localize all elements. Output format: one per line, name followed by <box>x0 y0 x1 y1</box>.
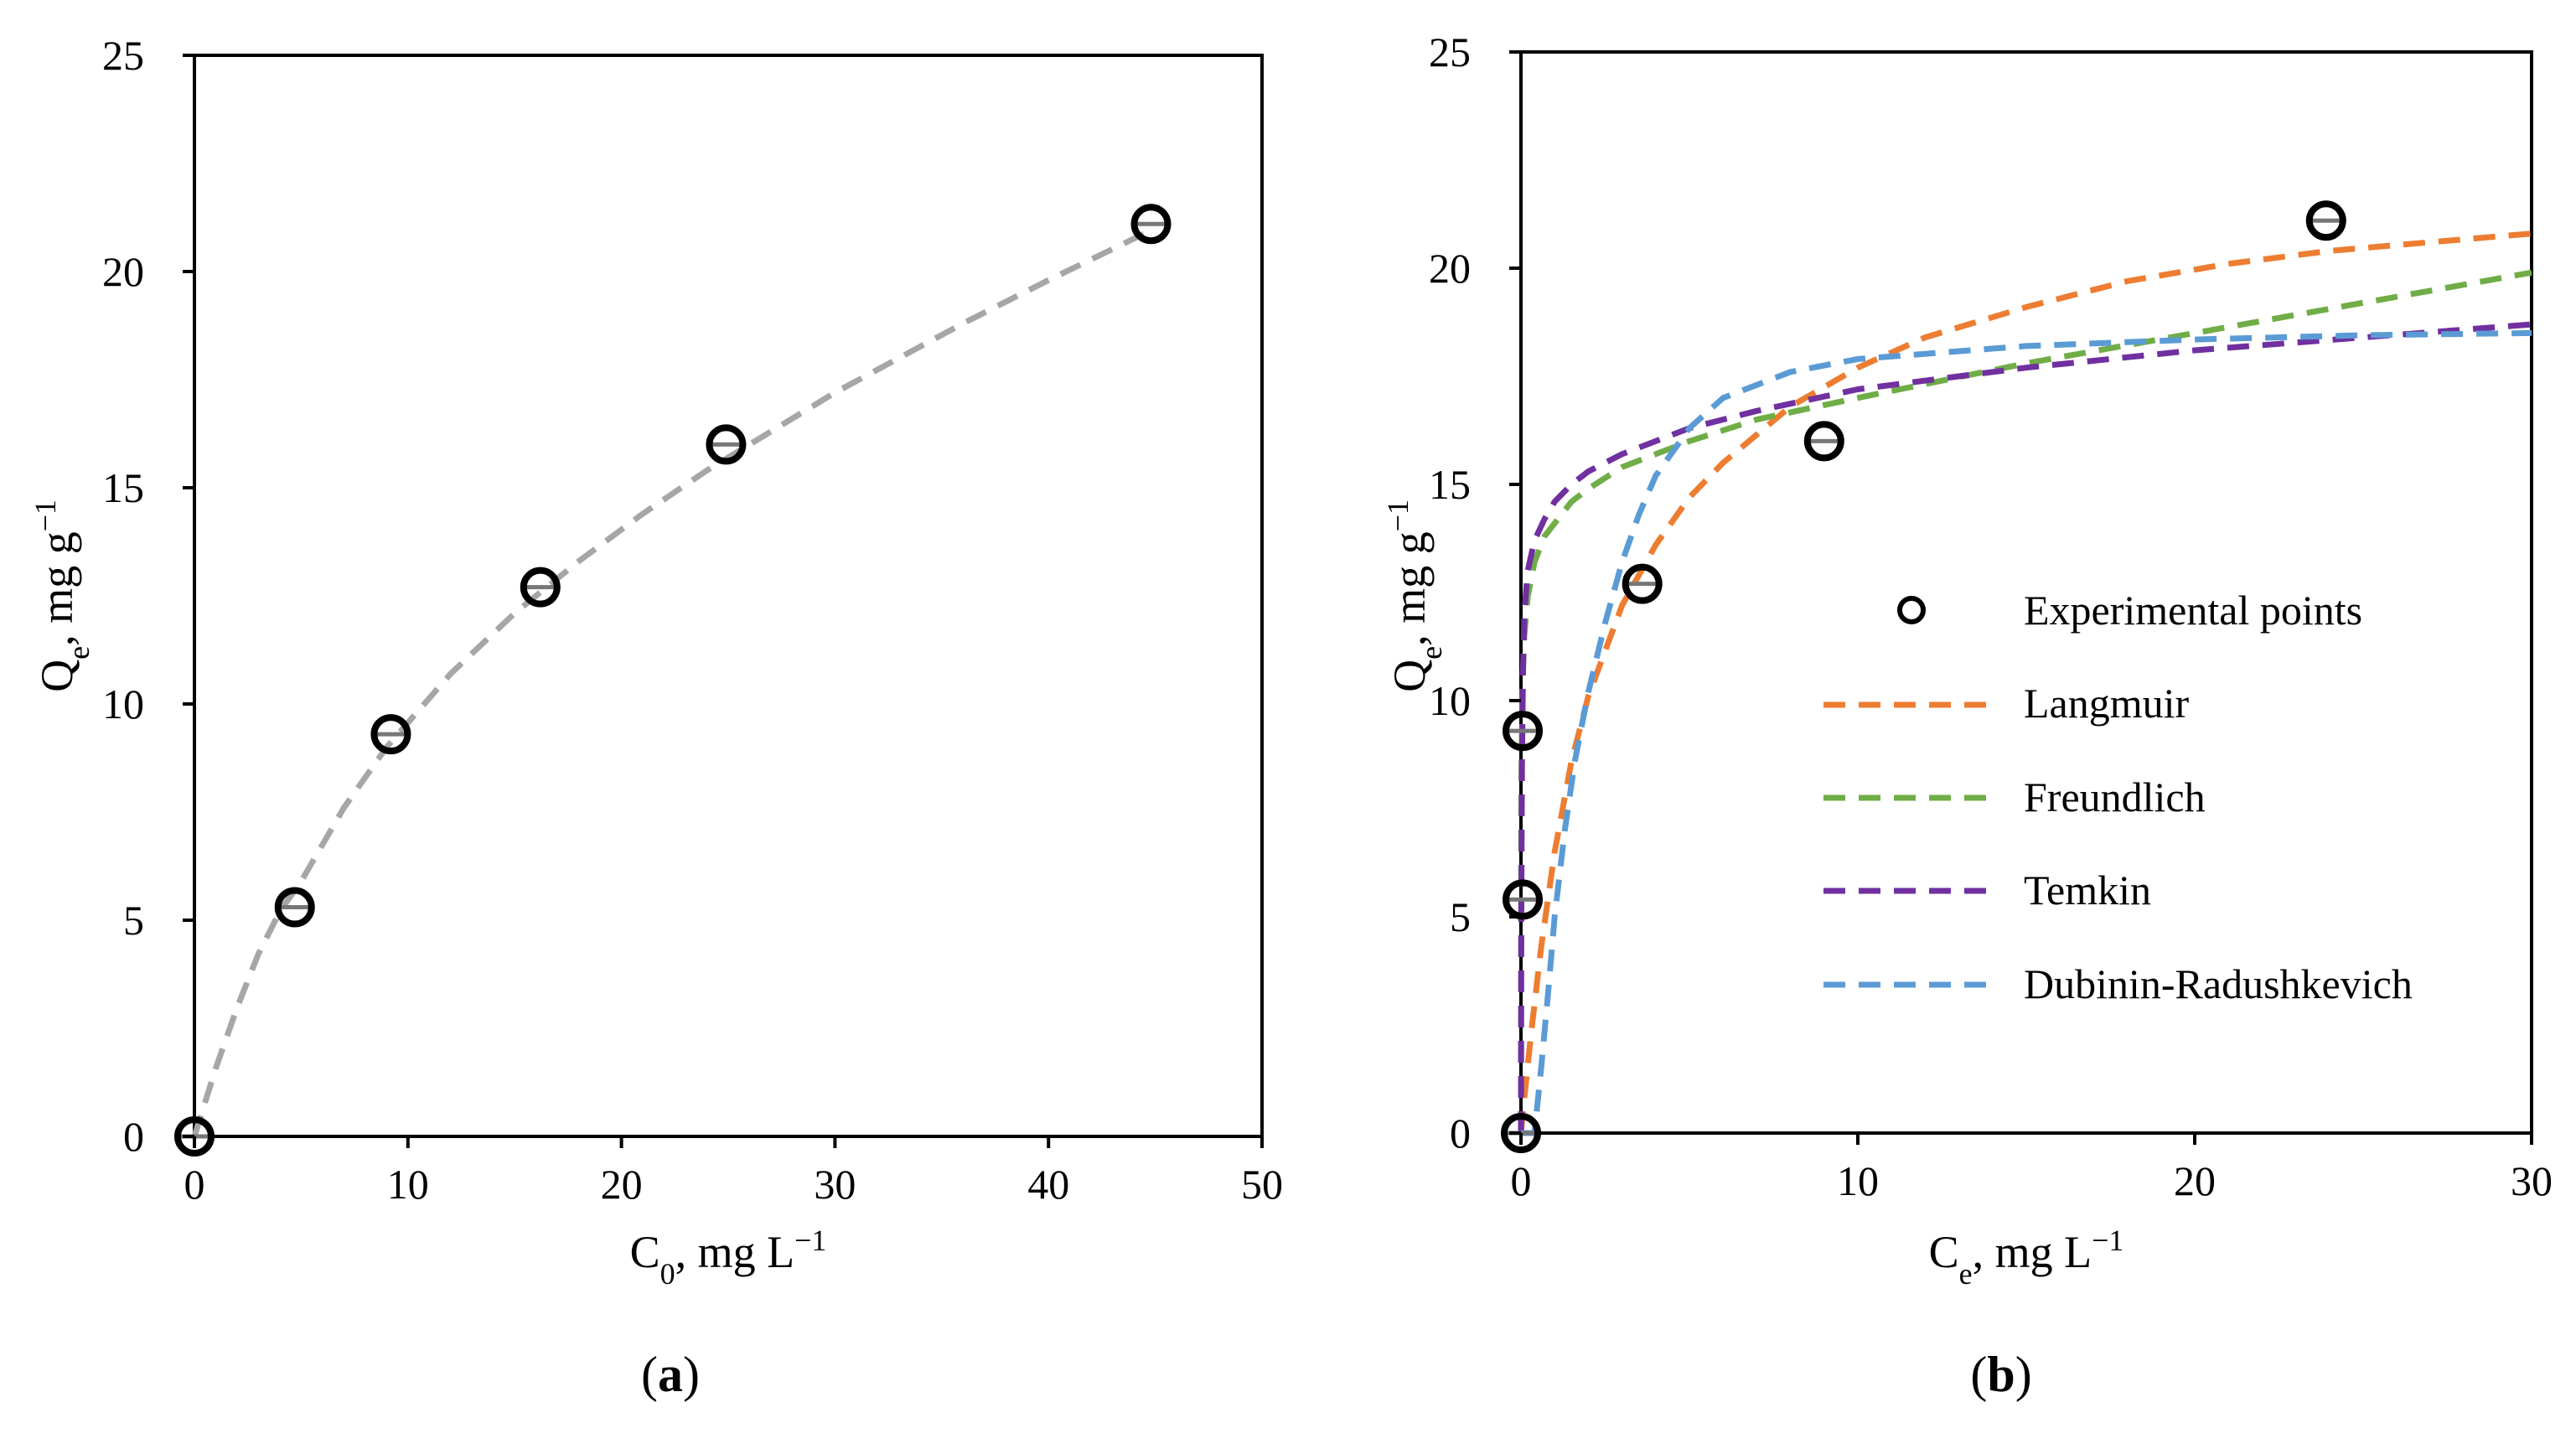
panel-b-curve-temkin <box>1518 321 2532 1134</box>
panel-a-curve-fit <box>191 225 1157 1138</box>
legend: Experimental points Langmuir Freundlich … <box>1823 587 2413 1007</box>
legend-label-dubinin-radushkevich: Dubinin-Radushkevich <box>2024 960 2413 1007</box>
panel-b-data-point <box>1622 563 1663 604</box>
legend-label-temkin: Temkin <box>2024 867 2151 913</box>
panel-b-y-axis-label: Qe, mg g−1 <box>1381 499 1448 692</box>
panel-b-data-point <box>2305 200 2346 241</box>
panel-a-y-tick-label: 0 <box>123 1113 144 1160</box>
panel-a-x-tick-label: 40 <box>1027 1161 1069 1208</box>
panel-b-curve-dubinin-radushkevich <box>1521 329 2532 1136</box>
legend-label-experimental: Experimental points <box>2024 587 2362 634</box>
panel-b: 0 10 20 30 0 5 10 15 20 25 Experimental points La… <box>1381 28 2553 1402</box>
panel-b-x-tick-label: 0 <box>1511 1157 1532 1204</box>
panel-a-y-tick-label: 15 <box>102 464 144 511</box>
panel-a-label: (a) <box>641 1347 700 1402</box>
panel-b-ticks: 0 10 20 30 0 5 10 15 20 25 <box>1429 28 2553 1204</box>
panel-a: 0 10 20 30 40 50 0 5 10 15 20 25 C0, mg L−1 Qe, mg … <box>28 32 1283 1402</box>
legend-label-langmuir: Langmuir <box>2024 680 2190 727</box>
panel-a-data-point <box>1130 204 1172 245</box>
panel-b-x-tick-label: 10 <box>1837 1157 1879 1204</box>
panel-b-x-tick-label: 20 <box>2174 1157 2216 1204</box>
panel-b-x-tick-label: 30 <box>2511 1157 2553 1204</box>
panel-a-y-axis-label: Qe, mg g−1 <box>28 499 96 692</box>
panel-a-plot-frame <box>193 54 1264 1138</box>
panel-b-x-axis-label: Ce, mg L−1 <box>1929 1224 2124 1291</box>
panel-a-x-axis-label: C0, mg L−1 <box>630 1224 827 1291</box>
panel-a-x-tick-label: 10 <box>387 1161 429 1208</box>
panel-a-y-tick-label: 5 <box>123 897 144 944</box>
panel-a-y-tick-label: 25 <box>102 32 144 79</box>
panel-a-data-point <box>174 1116 215 1157</box>
panel-b-plot-frame <box>1519 50 2533 1135</box>
panel-a-x-tick-label: 30 <box>814 1161 856 1208</box>
panel-a-x-tick-label: 50 <box>1241 1161 1283 1208</box>
panel-a-data-point <box>370 714 411 755</box>
legend-marker-experimental <box>1897 596 1926 624</box>
panel-b-curve-langmuir <box>1518 230 2532 1134</box>
panel-a-y-tick-label: 10 <box>102 681 144 727</box>
panel-a-fit-curves <box>191 225 1157 1138</box>
panel-a-x-tick-label: 20 <box>601 1161 643 1208</box>
panel-b-y-tick-label: 20 <box>1429 245 1471 292</box>
panel-a-ticks: 0 10 20 30 40 50 0 5 10 15 20 25 <box>102 32 1283 1208</box>
panel-b-data-point <box>1803 421 1844 462</box>
panel-a-data-point <box>520 567 561 608</box>
panel-a-data-points <box>174 204 1172 1157</box>
panel-b-data-point <box>1503 879 1544 920</box>
panel-b-data-point <box>1501 1113 1541 1153</box>
panel-b-label: (b) <box>1970 1347 2031 1402</box>
panel-a-data-point <box>706 424 747 465</box>
panel-b-y-tick-label: 5 <box>1450 893 1471 940</box>
panel-b-model-curves <box>1518 230 2532 1136</box>
legend-label-freundlich: Freundlich <box>2024 774 2206 820</box>
panel-b-data-points <box>1501 200 2346 1153</box>
panel-a-data-point <box>274 887 315 928</box>
panel-b-y-tick-label: 0 <box>1450 1110 1471 1157</box>
panel-a-x-tick-label: 0 <box>184 1161 205 1208</box>
panel-b-data-point <box>1503 711 1544 752</box>
panel-b-y-tick-label: 10 <box>1429 677 1471 724</box>
panel-b-y-tick-label: 25 <box>1429 28 1471 75</box>
panel-a-y-tick-label: 20 <box>102 248 144 295</box>
panel-b-y-tick-label: 15 <box>1429 461 1471 508</box>
